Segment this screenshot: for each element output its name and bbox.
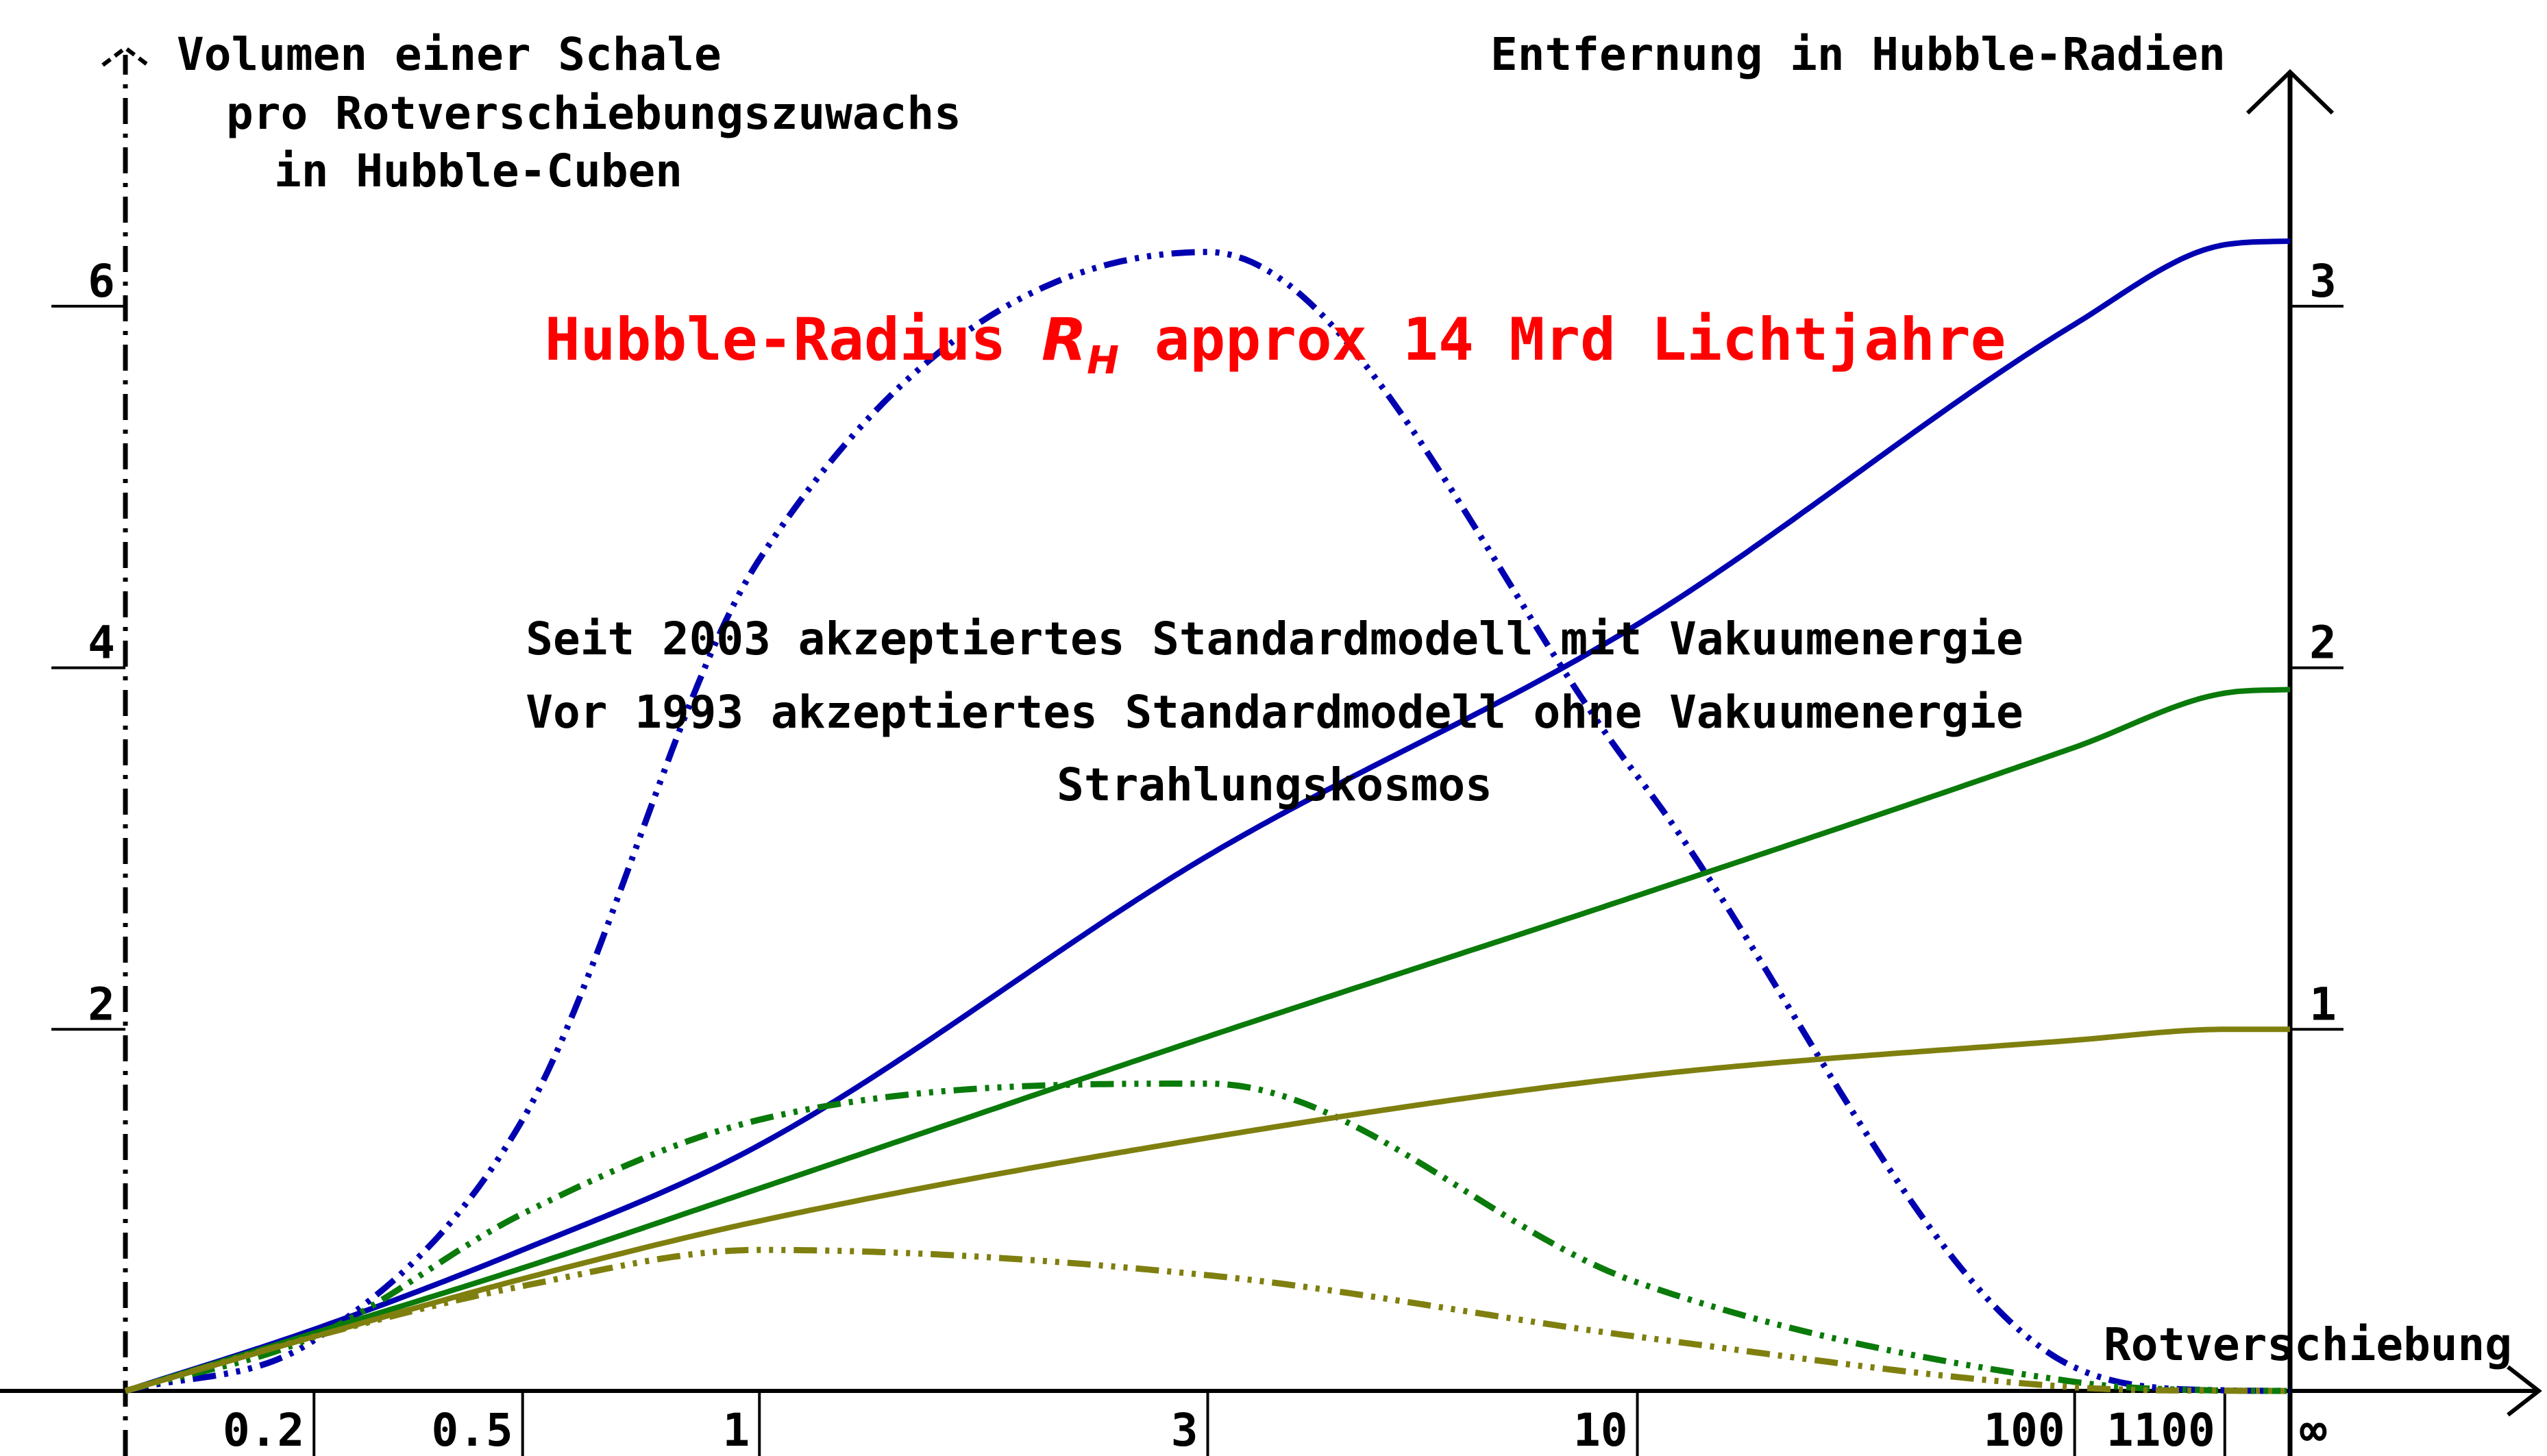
green-volume-curve	[124, 1081, 2290, 1394]
left-y-axis-arrow	[101, 45, 149, 67]
x-tick-label-1: 1	[722, 1404, 750, 1456]
title-prefix: Hubble-Radius	[545, 306, 1042, 374]
legend-entry-ohne-vakuumenergie: Vor 1993 akzeptiertes Standardmodell ohn…	[526, 686, 2023, 739]
title-suffix: approx 14 Mrd Lichtjahre	[1119, 306, 2006, 374]
right-tick-label-1: 1	[2309, 978, 2337, 1031]
right-tick-label-2: 2	[2309, 617, 2337, 669]
x-tick-label-0.5: 0.5	[431, 1404, 513, 1456]
x-tick-label-infinity: ∞	[2300, 1404, 2327, 1456]
x-tick-label-0.2: 0.2	[223, 1404, 304, 1456]
x-tick-label-1100: 1100	[2106, 1404, 2215, 1456]
left-axis-title-line-1: Volumen einer Schale	[177, 28, 722, 81]
title-subscript: H	[1087, 338, 1119, 383]
right-axis-title: Entfernung in Hubble-Radien	[1490, 28, 2226, 81]
right-axis-ticks: 1 2 3	[2290, 255, 2343, 1031]
title-symbol: R	[1042, 306, 1087, 374]
right-y-axis-arrow	[2245, 69, 2335, 115]
left-tick-label-2: 2	[88, 978, 115, 1031]
curves	[124, 238, 2291, 1394]
x-tick-label-100: 100	[1983, 1404, 2065, 1456]
left-tick-label-6: 6	[88, 255, 115, 308]
x-axis-ticks: 0.2 0.5 1 3 10 100 1100 ∞	[223, 1391, 2327, 1456]
x-axis-title: Rotverschiebung	[2104, 1318, 2512, 1371]
x-axis-arrow	[2507, 1365, 2542, 1417]
blue-volume-curve	[124, 249, 2290, 1394]
x-tick-label-3: 3	[1171, 1404, 1198, 1456]
blue-distance-curve	[124, 238, 2291, 1394]
chart-title: Hubble-Radius RH approx 14 Mrd Lichtjahr…	[545, 306, 2006, 383]
olive-volume-curve	[124, 1246, 2290, 1394]
legend-entry-strahlungskosmos: Strahlungskosmos	[1057, 758, 1492, 811]
right-tick-label-3: 3	[2309, 255, 2337, 308]
x-tick-label-10: 10	[1573, 1404, 1627, 1456]
left-axis-title-line-3: in Hubble-Cuben	[274, 145, 682, 197]
legend-entry-vakuumenergie: Seit 2003 akzeptiertes Standardmodell mi…	[526, 613, 2023, 665]
left-axis-title-line-2: pro Rotverschiebungszuwachs	[226, 87, 961, 140]
green-distance-curve	[124, 687, 2291, 1394]
left-axis-ticks: 2 4 6	[51, 255, 125, 1031]
left-tick-label-4: 4	[88, 617, 115, 669]
olive-distance-curve	[124, 1026, 2290, 1394]
